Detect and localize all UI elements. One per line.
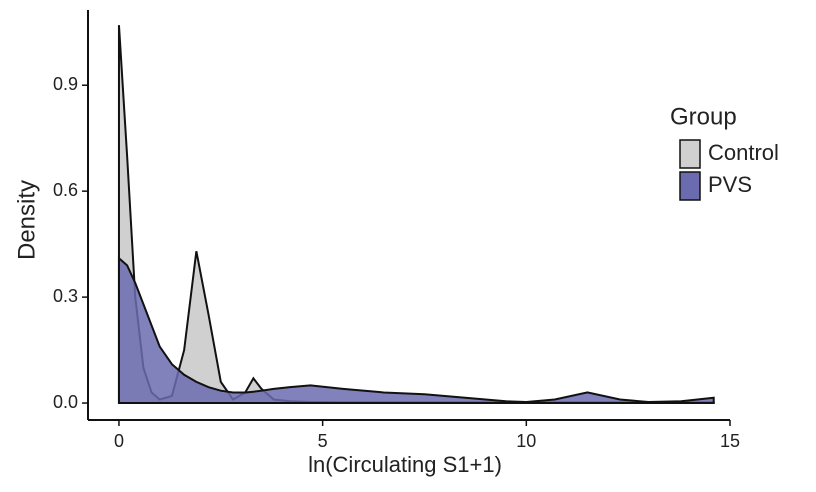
- x-tick-label: 5: [318, 431, 328, 451]
- y-tick-label: 0.9: [53, 74, 78, 94]
- y-tick-label: 0.3: [53, 286, 78, 306]
- y-tick-label: 0.0: [53, 392, 78, 412]
- legend-key: [679, 171, 701, 201]
- legend-key: [679, 139, 701, 169]
- y-axis-label: Density: [13, 180, 40, 260]
- legend-label: PVS: [708, 172, 752, 197]
- y-tick-label: 0.6: [53, 180, 78, 200]
- legend-title: Group: [670, 103, 737, 130]
- legend-label: Control: [708, 140, 779, 165]
- x-tick-label: 0: [114, 431, 124, 451]
- x-tick-label: 15: [720, 431, 740, 451]
- x-tick-label: 10: [516, 431, 536, 451]
- density-area: [117, 25, 715, 405]
- x-axis-label: ln(Circulating S1+1): [308, 452, 502, 477]
- density-area: [117, 256, 715, 405]
